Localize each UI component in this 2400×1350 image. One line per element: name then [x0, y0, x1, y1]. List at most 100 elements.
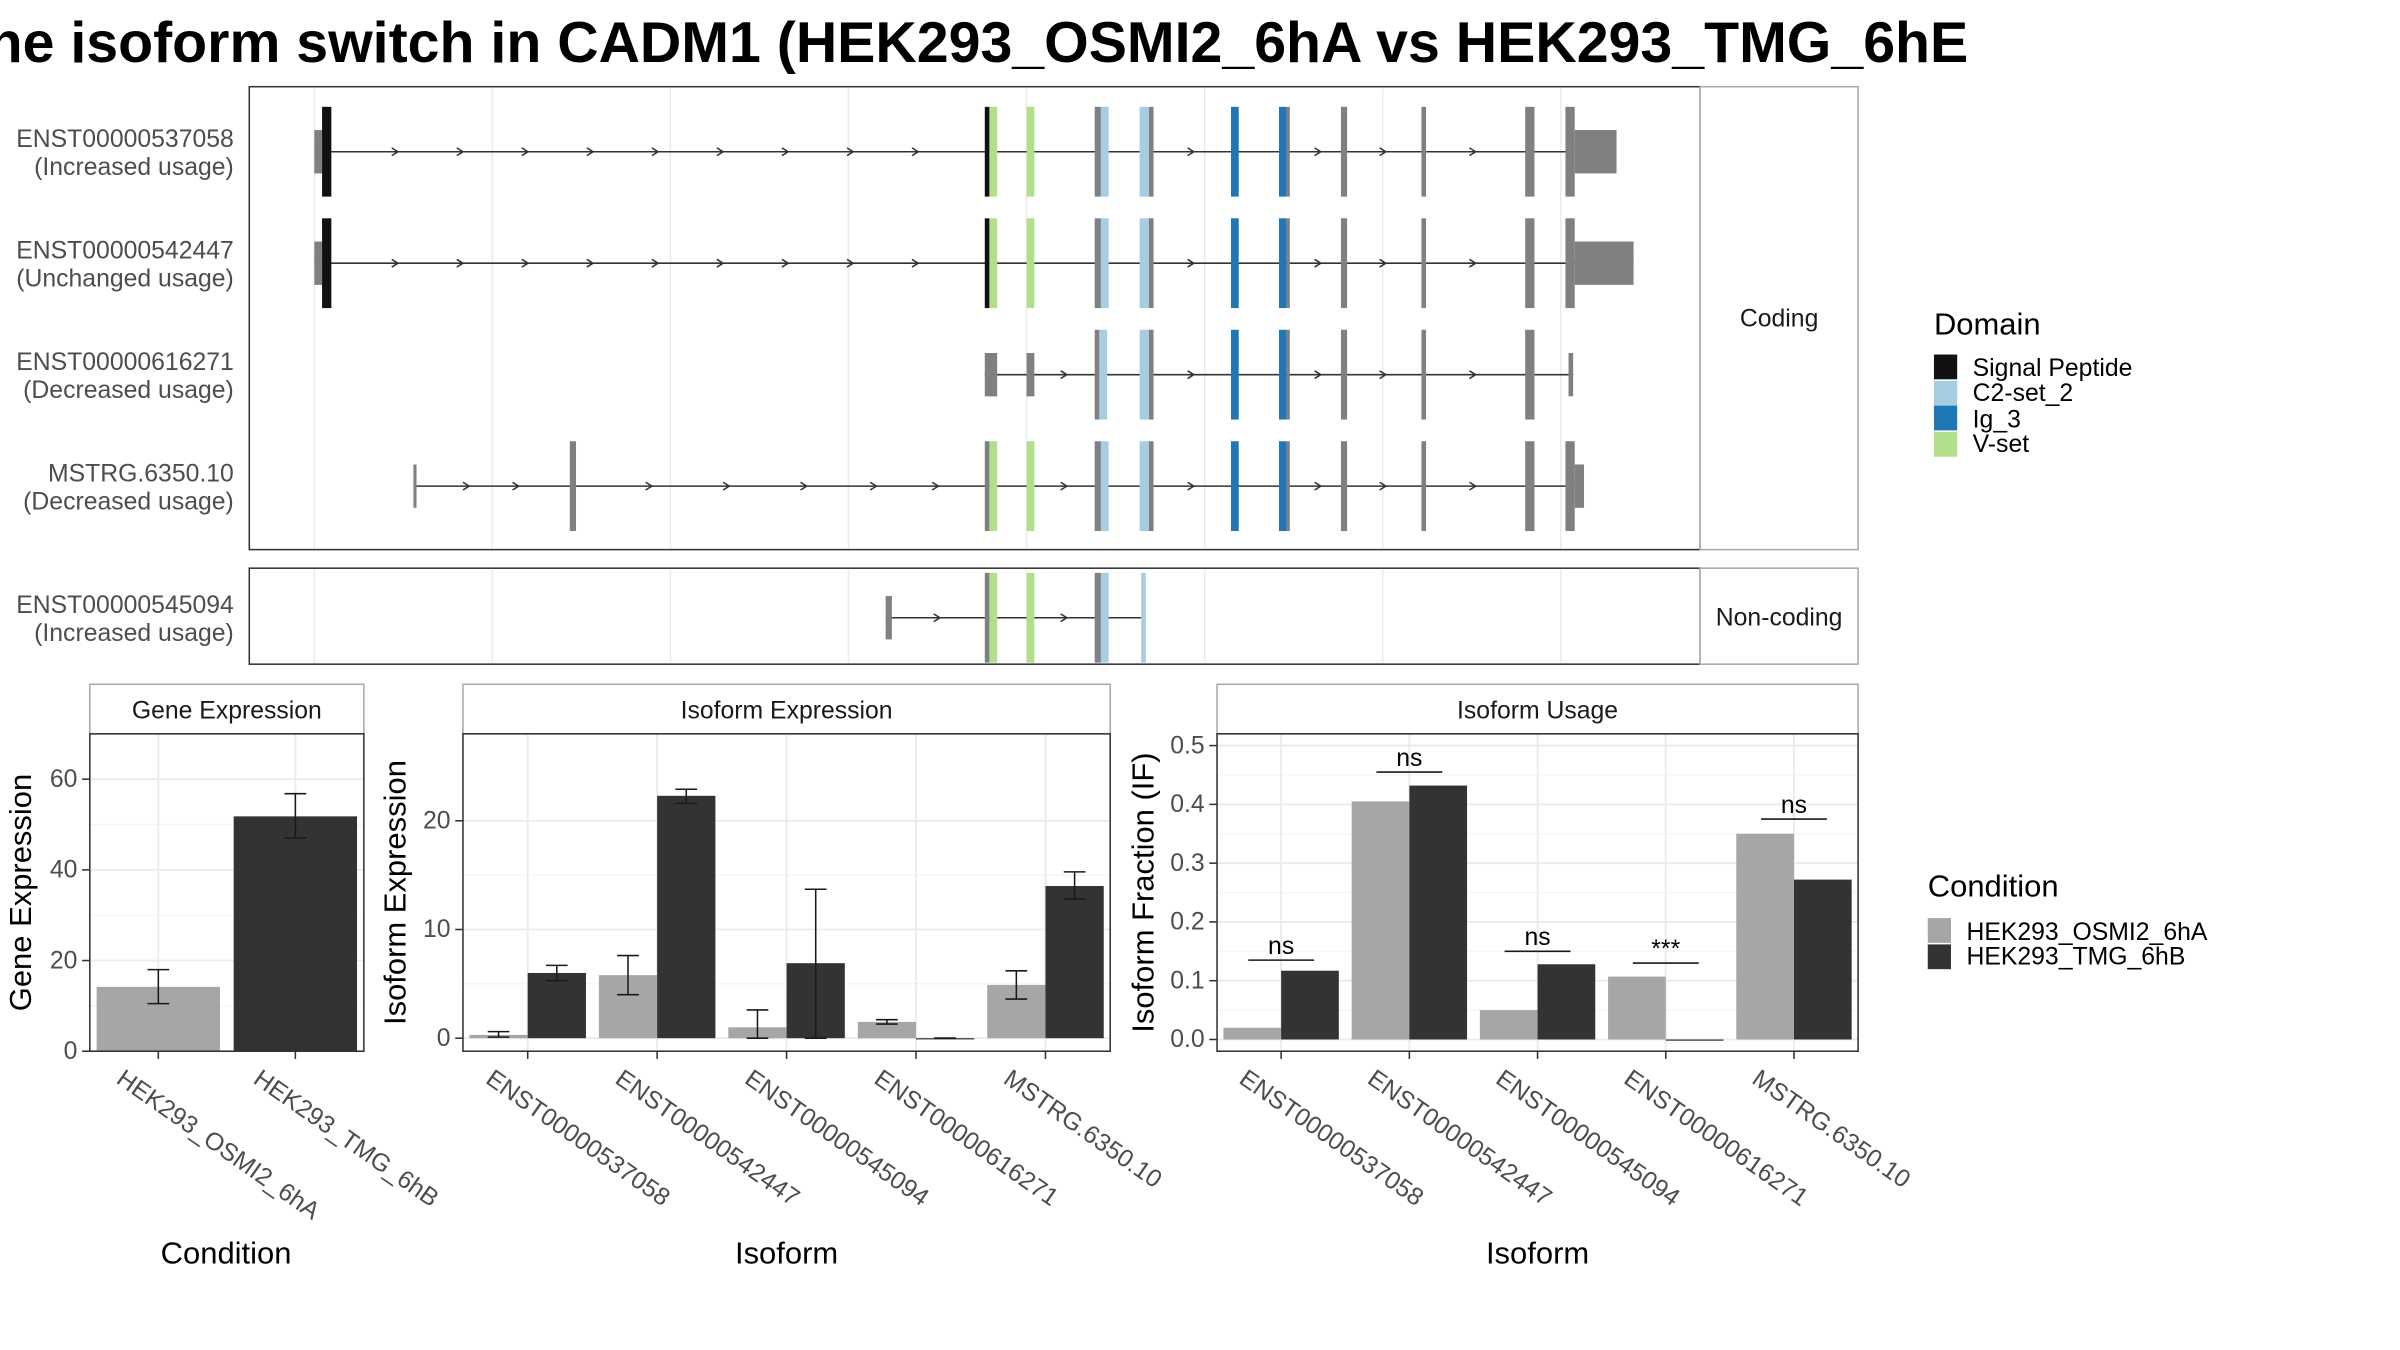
utr-block: [885, 596, 892, 640]
condition-legend-title: Condition: [1928, 868, 2059, 903]
y-tick-label: 0.4: [1170, 791, 1205, 818]
bar: [1736, 833, 1794, 1040]
intron-arrow: [651, 258, 660, 268]
intron-arrow: [931, 481, 940, 491]
intron-arrow: [800, 481, 809, 491]
exon-block: [1148, 441, 1154, 532]
coding-strip: [1699, 85, 1859, 551]
noncoding-panel-border: [248, 567, 1701, 665]
exon-block: [984, 441, 990, 532]
utr-block: [1574, 130, 1617, 174]
panel-strip: [1216, 683, 1859, 735]
intron-arrow: [521, 147, 530, 157]
bar: [1281, 970, 1339, 1040]
y-tick-label: 0.2: [1170, 909, 1204, 936]
intron-arrow: [1379, 147, 1388, 157]
intron-arrow: [781, 147, 790, 157]
intron-arrow: [1187, 147, 1196, 157]
legend-label-v-set: V-set: [1973, 431, 2030, 458]
exon-block: [1230, 218, 1239, 309]
utr-block: [984, 352, 998, 397]
bar: [657, 795, 716, 1039]
bar: [1665, 1039, 1724, 1041]
coding-tracks: [314, 106, 1634, 532]
figure-title: he isoform switch in CADM1 (HEK293_OSMI2…: [0, 11, 1968, 75]
intron-arrow: [1469, 258, 1478, 268]
legend-label-signal-peptide: Signal Peptide: [1973, 355, 2133, 382]
y-tick-label: 0.5: [1170, 732, 1204, 759]
intron-arrow: [1060, 613, 1069, 623]
legend-label-cond-b: HEK293_TMG_6hB: [1966, 944, 2185, 971]
exon-block: [322, 218, 332, 309]
panel-title: Gene Expression: [132, 697, 322, 724]
intron-arrow: [1187, 258, 1196, 268]
y-tick-label: 0.1: [1170, 967, 1204, 994]
exon-block: [1148, 106, 1154, 197]
legend-swatch-c2-set-2: [1933, 380, 1958, 406]
y-tick-label: 0: [437, 1025, 451, 1052]
bar: [527, 972, 586, 1039]
exon-block: [1100, 106, 1109, 197]
exon-block: [1230, 106, 1239, 197]
significance-label: ns: [1781, 792, 1807, 819]
y-axis-label: Isoform Fraction (IF): [1126, 752, 1161, 1032]
exon-block: [1230, 329, 1239, 420]
exon-block: [1525, 218, 1535, 309]
domain-legend: Domain Signal Peptide C2-set_2 Ig_3 V-se…: [1933, 306, 2133, 458]
intron-arrow: [1469, 370, 1478, 380]
y-tick-label: 40: [50, 857, 78, 884]
intron-arrow: [846, 147, 855, 157]
exon-block: [1421, 441, 1427, 532]
isoform-label-status: (Increased usage): [34, 620, 234, 647]
intron-arrow: [1314, 370, 1323, 380]
noncoding-structure-panel: Non-coding: [248, 567, 1859, 665]
y-tick-label: 20: [423, 808, 451, 835]
legend-swatch-signal-peptide: [1933, 354, 1958, 380]
exon-block: [1278, 329, 1287, 420]
exon-block: [1026, 106, 1035, 197]
y-tick-label: 20: [50, 947, 78, 974]
exon-block: [1340, 441, 1348, 532]
exon-block: [1565, 106, 1575, 197]
intron-arrow: [1469, 481, 1478, 491]
legend-label-cond-a: HEK293_OSMI2_6hA: [1966, 919, 2207, 946]
legend-swatch-cond-a: [1927, 918, 1951, 943]
exon-block: [322, 106, 332, 197]
exon-block: [1139, 106, 1149, 197]
exon-block: [1278, 441, 1287, 532]
y-tick-label: 60: [50, 766, 78, 793]
intron-arrow: [1314, 481, 1323, 491]
isoform-label-id: ENST00000542447: [16, 238, 234, 265]
exon-block: [1525, 441, 1535, 532]
exon-block: [1565, 441, 1575, 532]
y-axis-label: Gene Expression: [3, 774, 38, 1011]
utr-block: [314, 130, 323, 174]
significance-label: ***: [1651, 936, 1680, 963]
isoform-label-id: MSTRG.6350.10: [48, 460, 234, 487]
legend-swatch-ig-3: [1933, 405, 1958, 431]
intron-arrow: [781, 258, 790, 268]
exon-block: [1100, 441, 1109, 532]
exon-block: [1094, 106, 1101, 197]
utr-block: [1568, 352, 1574, 397]
exon-block: [1094, 218, 1101, 309]
intron-arrow: [391, 258, 400, 268]
legend-label-c2-set-2: C2-set_2: [1973, 380, 2074, 407]
intron-arrow: [1469, 147, 1478, 157]
plot-border: [462, 733, 1111, 1053]
exon-block: [1100, 218, 1109, 309]
isoform-expression-chart: Isoform ExpressionENST00000537058ENST000…: [378, 683, 1166, 1270]
panel-title: Isoform Expression: [681, 697, 893, 724]
intron-arrow: [1314, 258, 1323, 268]
y-tick-label: 10: [423, 916, 451, 943]
exon-block: [1421, 218, 1427, 309]
intron-arrow: [586, 147, 595, 157]
intron-arrow: [716, 258, 725, 268]
bar: [1793, 879, 1852, 1040]
condition-legend: Condition HEK293_OSMI2_6hA HEK293_TMG_6h…: [1927, 868, 2208, 971]
intron-arrow: [512, 481, 521, 491]
domain-legend-title: Domain: [1934, 306, 2041, 341]
bar: [1479, 1010, 1538, 1040]
